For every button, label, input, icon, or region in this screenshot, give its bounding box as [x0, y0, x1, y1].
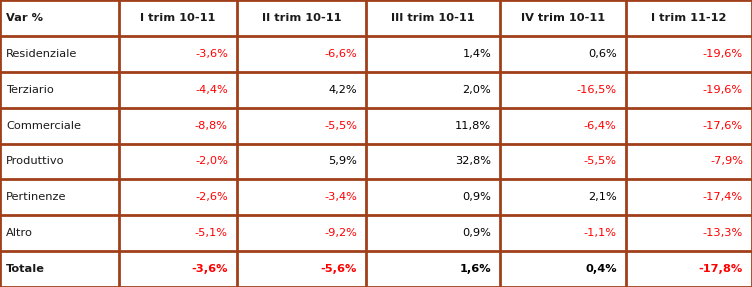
Text: III trim 10-11: III trim 10-11 — [391, 13, 475, 23]
Text: -3,4%: -3,4% — [324, 192, 357, 202]
Text: -6,4%: -6,4% — [584, 121, 617, 131]
Text: -17,4%: -17,4% — [703, 192, 743, 202]
Text: -5,6%: -5,6% — [321, 264, 357, 274]
Text: -1,1%: -1,1% — [584, 228, 617, 238]
Text: 0,9%: 0,9% — [462, 228, 491, 238]
Bar — [0, 144, 752, 179]
Text: Commerciale: Commerciale — [6, 121, 81, 131]
Text: I trim 11-12: I trim 11-12 — [651, 13, 726, 23]
Bar — [0, 72, 752, 108]
Text: Totale: Totale — [6, 264, 45, 274]
Bar — [0, 215, 752, 251]
Text: 1,4%: 1,4% — [462, 49, 491, 59]
Text: -7,9%: -7,9% — [710, 156, 743, 166]
Text: -3,6%: -3,6% — [191, 264, 228, 274]
Text: 5,9%: 5,9% — [329, 156, 357, 166]
Text: 0,4%: 0,4% — [585, 264, 617, 274]
Text: -2,0%: -2,0% — [195, 156, 228, 166]
Text: 1,6%: 1,6% — [459, 264, 491, 274]
Text: -9,2%: -9,2% — [324, 228, 357, 238]
Text: IV trim 10-11: IV trim 10-11 — [521, 13, 605, 23]
Text: Residenziale: Residenziale — [6, 49, 77, 59]
Text: 0,9%: 0,9% — [462, 192, 491, 202]
Text: Pertinenze: Pertinenze — [6, 192, 66, 202]
Text: 4,2%: 4,2% — [329, 85, 357, 95]
Text: 32,8%: 32,8% — [455, 156, 491, 166]
Text: -17,6%: -17,6% — [703, 121, 743, 131]
Text: -2,6%: -2,6% — [195, 192, 228, 202]
Bar — [0, 108, 752, 144]
Text: 0,6%: 0,6% — [588, 49, 617, 59]
Text: Var %: Var % — [6, 13, 43, 23]
Text: -13,3%: -13,3% — [702, 228, 743, 238]
Text: Altro: Altro — [6, 228, 33, 238]
Text: Terziario: Terziario — [6, 85, 54, 95]
Bar — [0, 251, 752, 287]
Text: -17,8%: -17,8% — [699, 264, 743, 274]
Text: 2,0%: 2,0% — [462, 85, 491, 95]
Text: -16,5%: -16,5% — [577, 85, 617, 95]
Text: -6,6%: -6,6% — [324, 49, 357, 59]
Bar — [0, 0, 752, 36]
Bar — [0, 36, 752, 72]
Text: -5,1%: -5,1% — [195, 228, 228, 238]
Text: -5,5%: -5,5% — [584, 156, 617, 166]
Text: Produttivo: Produttivo — [6, 156, 65, 166]
Text: I trim 10-11: I trim 10-11 — [140, 13, 216, 23]
Text: -19,6%: -19,6% — [703, 85, 743, 95]
Text: 11,8%: 11,8% — [455, 121, 491, 131]
Text: -8,8%: -8,8% — [195, 121, 228, 131]
Text: -3,6%: -3,6% — [195, 49, 228, 59]
Text: -5,5%: -5,5% — [324, 121, 357, 131]
Text: -4,4%: -4,4% — [195, 85, 228, 95]
Text: II trim 10-11: II trim 10-11 — [262, 13, 341, 23]
Bar — [0, 179, 752, 215]
Text: 2,1%: 2,1% — [588, 192, 617, 202]
Text: -19,6%: -19,6% — [703, 49, 743, 59]
